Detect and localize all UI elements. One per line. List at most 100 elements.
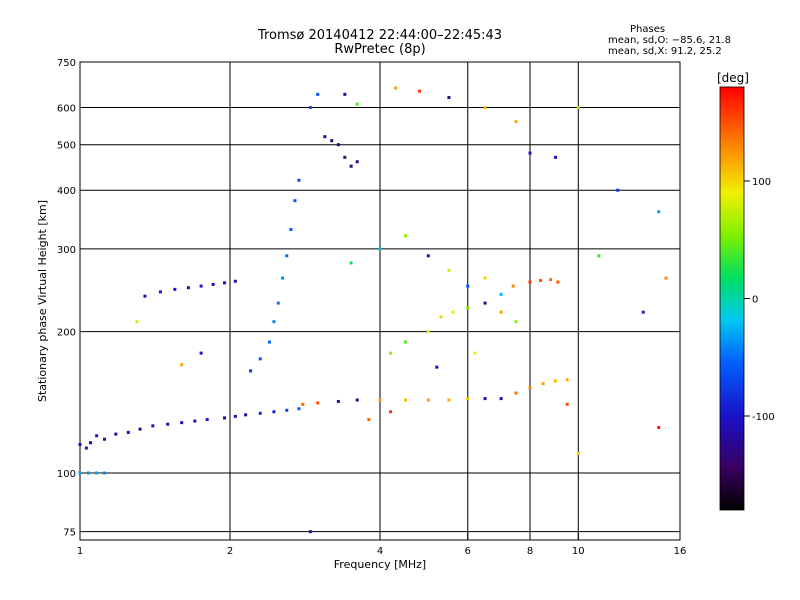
y-tick-label: 100: [57, 469, 76, 480]
data-point: [199, 284, 203, 288]
phase-stats-x: mean, sd,X: 91.2, 25.2: [608, 46, 722, 57]
data-point: [308, 530, 312, 534]
colorbar-tick-label: 0: [752, 295, 758, 306]
data-point: [151, 424, 155, 428]
data-point: [549, 278, 553, 282]
data-point: [355, 102, 359, 106]
data-point: [211, 282, 215, 286]
colorbar-tick-label: -100: [752, 412, 775, 423]
data-point: [285, 254, 289, 258]
data-point: [289, 227, 293, 231]
data-point: [138, 427, 142, 431]
data-point: [166, 422, 170, 426]
data-point: [336, 143, 340, 147]
data-point: [78, 442, 82, 446]
data-point: [267, 340, 271, 344]
data-point: [308, 106, 312, 110]
data-point: [616, 188, 620, 192]
data-point: [258, 357, 262, 361]
data-point: [205, 417, 209, 421]
data-point: [539, 278, 543, 282]
data-point: [233, 279, 237, 283]
data-point: [403, 234, 407, 238]
data-point: [565, 378, 569, 382]
data-point: [378, 398, 382, 402]
data-point: [403, 398, 407, 402]
phase-stats-o: mean, sd,O: −85.6, 21.8: [608, 35, 731, 46]
data-point: [511, 284, 515, 288]
x-tick-label: 4: [377, 546, 383, 557]
x-tick-label: 8: [527, 546, 533, 557]
data-point: [553, 155, 557, 159]
data-point: [541, 382, 545, 386]
data-point: [272, 410, 276, 414]
data-point: [466, 397, 470, 401]
data-point: [426, 330, 430, 334]
y-axis: 75 100 200 300 400 500 600 750: [57, 58, 76, 539]
y-tick-label: 500: [57, 141, 76, 152]
data-point: [514, 120, 518, 124]
data-point: [297, 178, 301, 182]
data-point: [528, 151, 532, 155]
data-point: [576, 452, 580, 456]
data-point: [389, 351, 393, 355]
data-point: [514, 320, 518, 324]
phase-stats-heading: Phases: [630, 24, 666, 35]
data-point: [473, 351, 477, 355]
data-point: [556, 280, 560, 284]
data-point: [447, 398, 451, 402]
data-point: [657, 425, 661, 429]
data-point: [553, 379, 557, 383]
data-point: [447, 268, 451, 272]
data-point: [180, 421, 184, 425]
data-point: [126, 430, 130, 434]
y-tick-label: 400: [57, 186, 76, 197]
data-point: [95, 434, 99, 438]
data-point: [89, 441, 93, 445]
data-point: [199, 351, 203, 355]
data-point: [355, 160, 359, 164]
data-point: [193, 419, 197, 423]
data-point: [499, 292, 503, 296]
data-point: [84, 446, 88, 450]
data-point: [394, 86, 398, 90]
data-point: [389, 410, 393, 414]
colorbar-tick-label: 100: [752, 177, 771, 188]
data-point: [285, 408, 289, 412]
data-point: [272, 320, 276, 324]
data-point: [223, 416, 227, 420]
data-point: [565, 402, 569, 406]
data-point: [86, 471, 90, 475]
data-point: [576, 106, 580, 110]
data-point: [103, 437, 107, 441]
y-tick-label: 75: [63, 528, 76, 539]
data-point: [95, 471, 99, 475]
data-point: [316, 401, 320, 405]
data-point: [143, 294, 147, 298]
colorbar: [719, 86, 745, 511]
data-point: [483, 301, 487, 305]
x-tick-label: 1: [77, 546, 83, 557]
data-point: [447, 96, 451, 100]
data-point: [323, 135, 327, 139]
data-point: [249, 369, 253, 373]
data-point: [466, 284, 470, 288]
data-points: [78, 86, 668, 534]
x-tick-label: 2: [227, 546, 233, 557]
data-point: [244, 413, 248, 417]
colorbar-ticks: 100 0 -100: [744, 177, 775, 423]
grid-lines: [80, 61, 680, 540]
y-tick-label: 300: [57, 245, 76, 256]
data-point: [186, 286, 190, 290]
data-point: [297, 407, 301, 411]
y-tick-label: 600: [57, 104, 76, 115]
data-point: [223, 281, 227, 285]
x-tick-label: 6: [465, 546, 471, 557]
x-axis-label: Frequency [MHz]: [334, 558, 426, 571]
y-tick-label: 200: [57, 328, 76, 339]
data-point: [276, 301, 280, 305]
x-tick-label: 10: [572, 546, 585, 557]
data-point: [514, 391, 518, 395]
data-point: [483, 276, 487, 280]
